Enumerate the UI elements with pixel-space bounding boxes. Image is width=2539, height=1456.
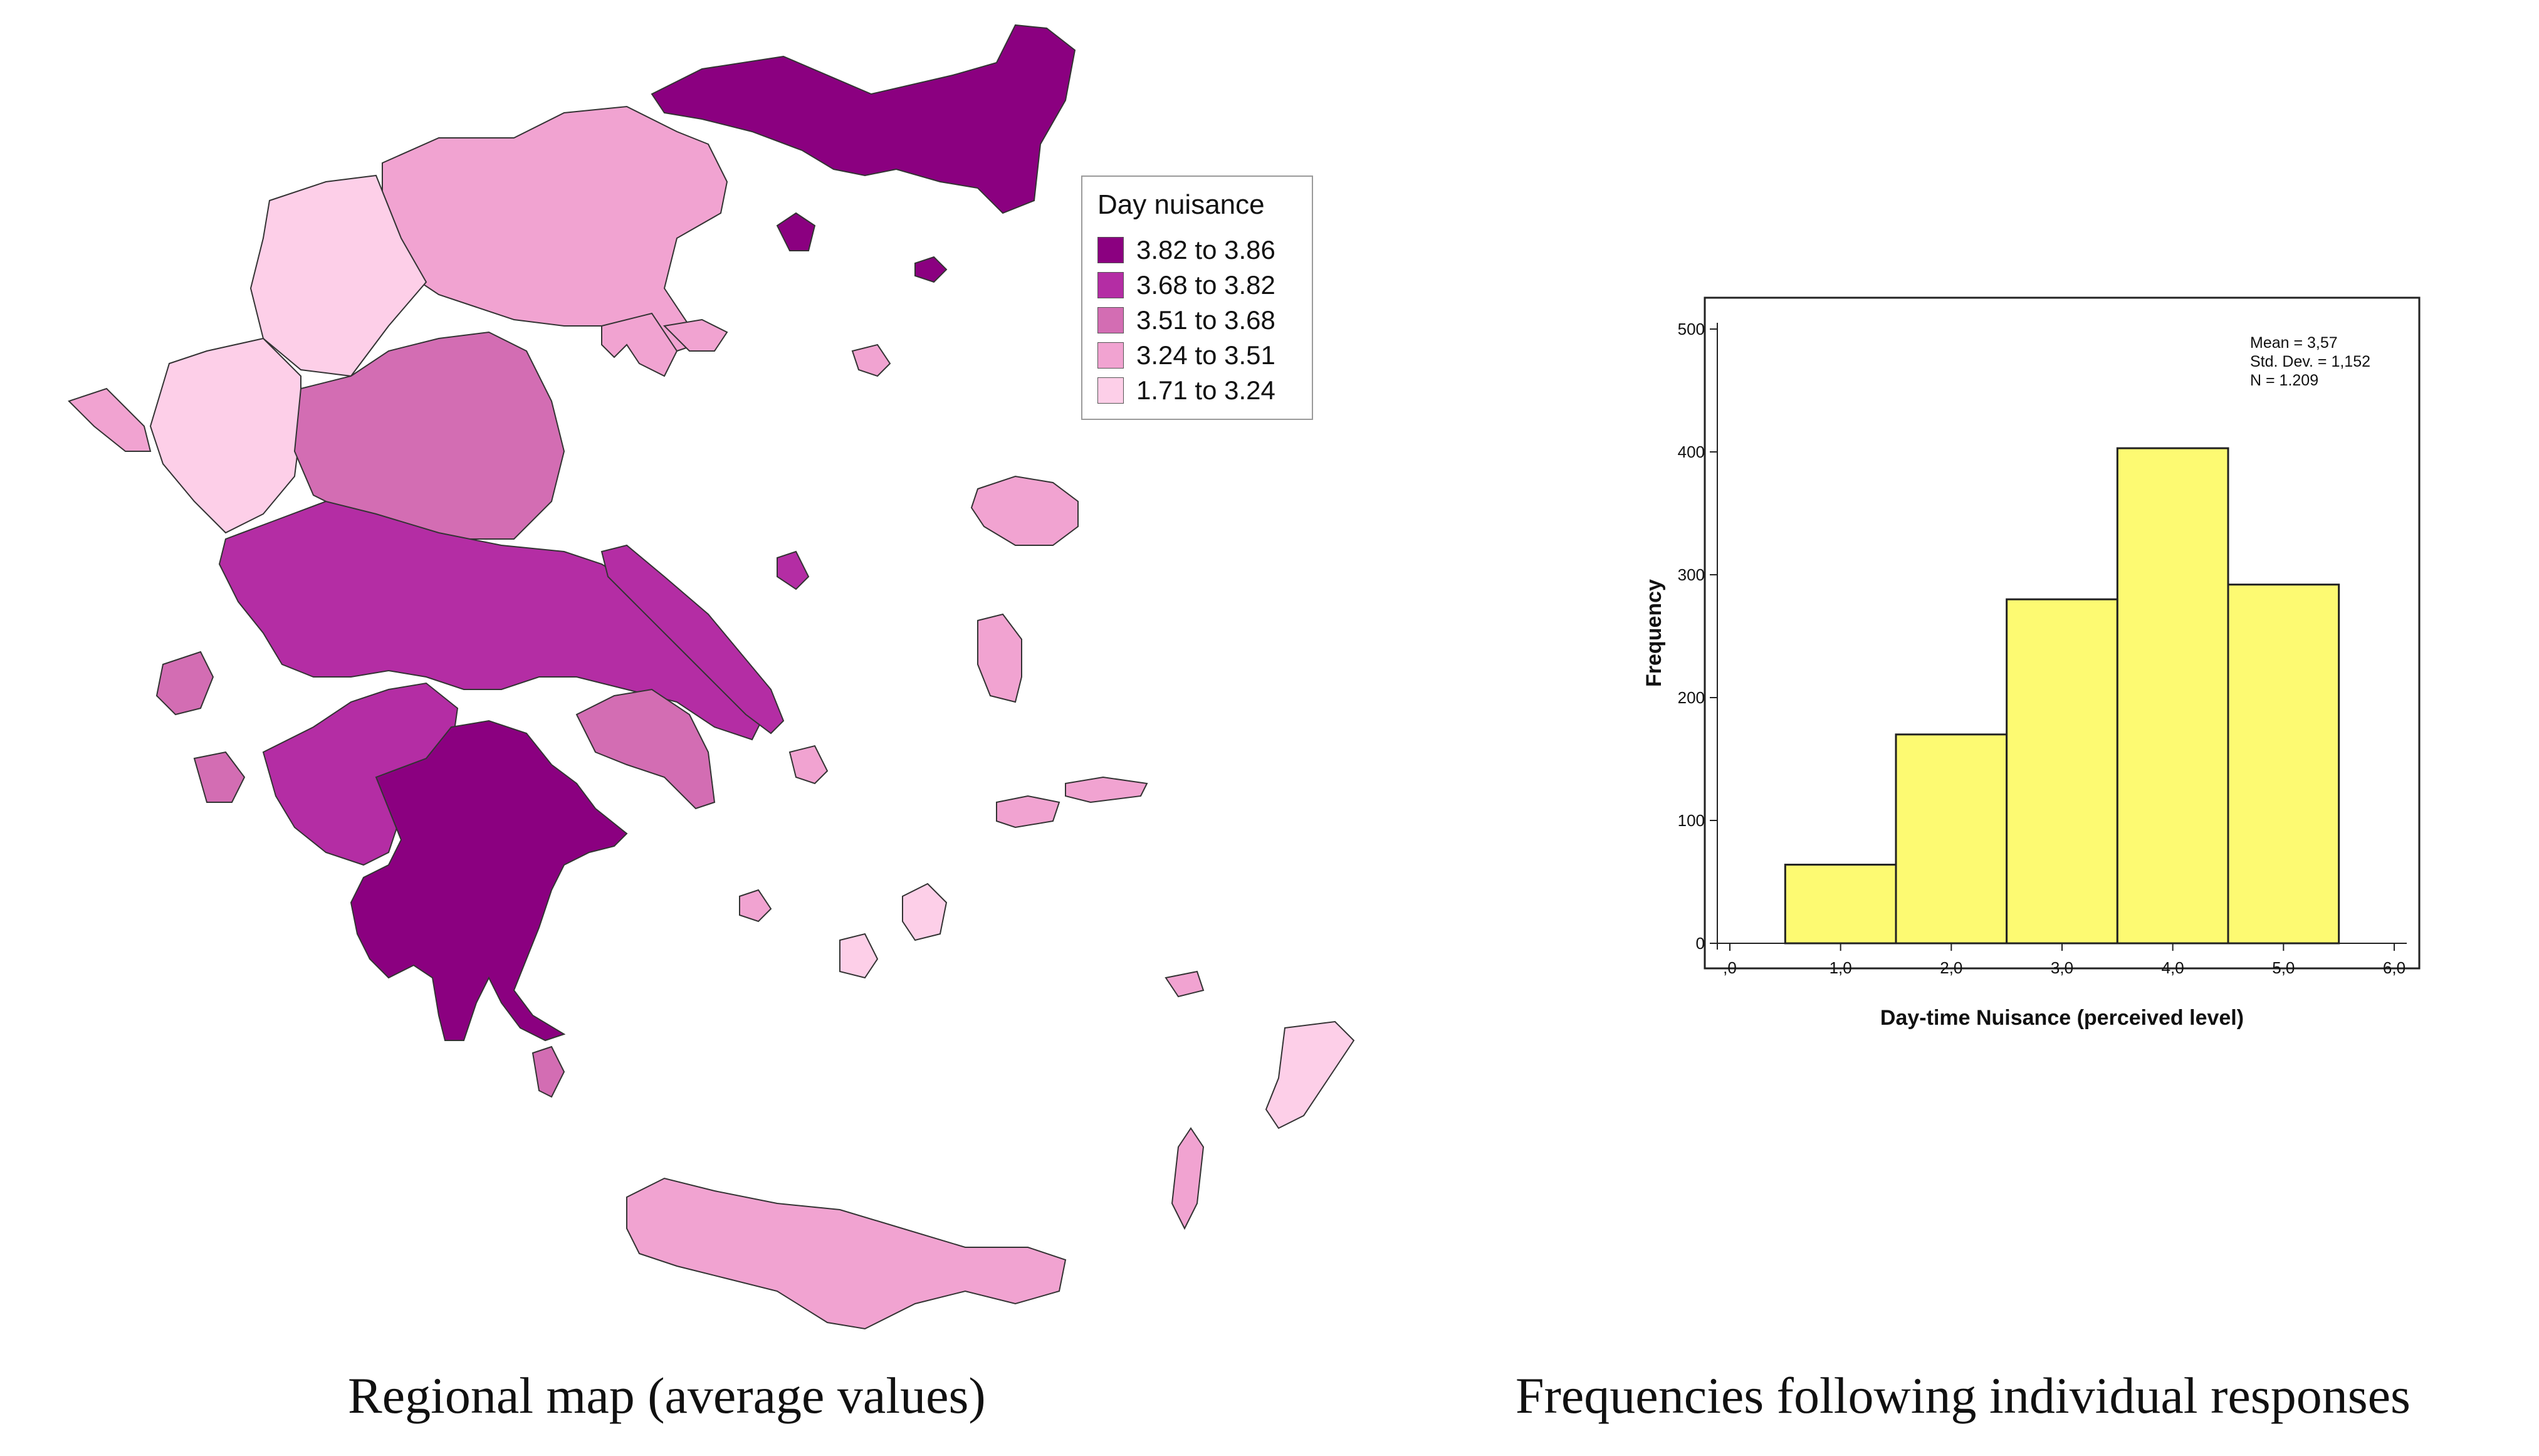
histogram-chart: 0 100 200 300 400 500 ,0 1,0 2,0 3,0 4,0 5,0 6,0 Day-… [1642,296,2421,1030]
map-region-chalkidiki-east [662,318,728,352]
y-tick-label: 100 [1678,811,1705,830]
histogram-bar [2227,584,2340,945]
histogram-caption: Frequencies following individual respons… [1516,1367,2411,1424]
map-region-kythira [531,1045,565,1098]
map-region-epirus [149,337,301,534]
map-region-thrace [651,24,1076,214]
legend-label: 3.51 to 3.68 [1136,305,1275,335]
legend-title: Day nuisance [1097,189,1265,220]
map-region-ikaria [1065,776,1148,804]
map-legend: Day nuisance 3.82 to 3.86 3.68 to 3.82 3… [1081,175,1313,420]
map-region-cyclades-1 [902,883,948,941]
legend-swatch [1097,272,1124,298]
map-region-kos [1165,970,1205,998]
regional-map-panel: Day nuisance 3.82 to 3.86 3.68 to 3.82 3… [68,24,1355,1424]
map-region-skyros [777,550,810,590]
histogram-bar [2116,447,2229,945]
map-region-crete [626,1177,1067,1330]
x-tick-label: 2,0 [1940,958,1962,977]
stat-label: N = 1.209 [2250,372,2318,389]
x-axis-title: Day-time Nuisance (perceived level) [1880,1006,2244,1030]
y-tick-label: 500 [1678,320,1705,338]
legend-label: 3.24 to 3.51 [1136,340,1275,370]
map-region-limnos [776,212,816,251]
x-tick-label: 5,0 [2272,958,2295,977]
x-tick-label: ,0 [1723,958,1737,977]
map-region-chios [977,613,1022,703]
x-tick-label: 1,0 [1830,958,1852,977]
map-region-samos [996,795,1060,829]
map-region-lesbos [970,475,1079,546]
legend-swatch [1097,342,1124,369]
stat-label: Std. Dev. = 1,152 [2250,353,2370,370]
x-tick-label: 4,0 [2162,958,2184,977]
map-region-rhodes [1265,1020,1355,1129]
y-tick-label: 200 [1678,688,1705,707]
y-tick-label: 300 [1678,565,1705,584]
legend-item: 3.68 to 3.82 [1097,270,1275,301]
legend-swatch [1097,377,1124,404]
map-region-corfu [68,387,152,452]
histogram-bar [1784,864,1897,945]
legend-swatch [1097,237,1124,263]
map-region-chalkidiki [601,312,678,377]
map-region-karpathos [1171,1127,1205,1230]
histogram-bar [1895,733,2008,945]
legend-item: 3.82 to 3.86 [1097,234,1275,266]
map-region-evia [600,544,785,735]
y-tick-label: 0 [1696,934,1705,953]
legend-item: 1.71 to 3.24 [1097,375,1275,406]
map-region-west-macedonia [249,174,427,377]
stat-label: Mean = 3,57 [2250,334,2338,352]
map-region-cyclades-2 [839,933,879,979]
map-region-peloponnese [350,720,628,1042]
greece-choropleth-map [68,24,1355,1330]
map-caption: Regional map (average values) [348,1367,986,1424]
map-region-cyclades-4 [788,745,829,785]
map-region-kefalonia [155,651,214,716]
histogram-bar [2006,598,2118,945]
legend-item: 3.51 to 3.68 [1097,305,1275,336]
y-axis-title: Frequency [1642,579,1666,687]
legend-label: 3.82 to 3.86 [1136,235,1275,264]
legend-label: 3.68 to 3.82 [1136,270,1275,300]
map-region-cyclades-3 [739,889,772,923]
map-region-attica [575,688,716,810]
y-tick-label: 400 [1678,443,1705,461]
x-tick-label: 6,0 [2383,958,2406,977]
map-region-samothraki [914,256,948,283]
legend-item: 3.24 to 3.51 [1097,340,1275,371]
map-region-zakynthos [193,751,246,803]
legend-swatch [1097,307,1124,333]
map-region-macedonia-central [382,105,728,352]
map-region-thasos [851,343,891,377]
legend-label: 1.71 to 3.24 [1136,375,1275,405]
map-region-central-greece [218,500,766,741]
x-tick-label: 3,0 [2051,958,2073,977]
